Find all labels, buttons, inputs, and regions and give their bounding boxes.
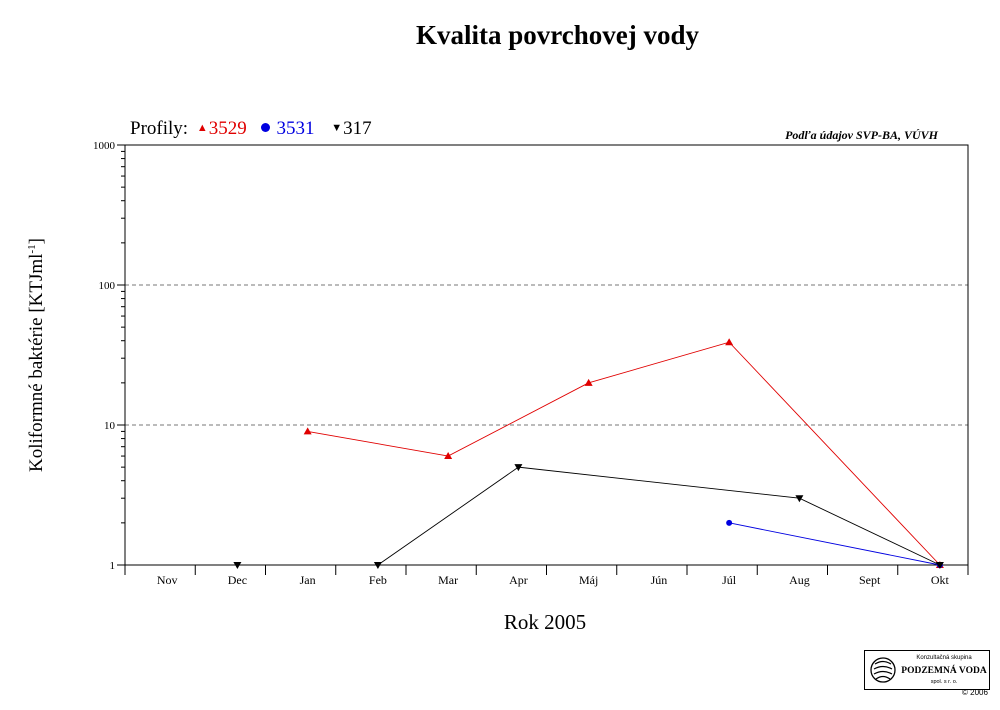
plot-frame — [125, 145, 968, 565]
y-axis-label-bracket: ] — [26, 238, 47, 244]
y-tick-label: 1000 — [93, 140, 116, 152]
series-line-3531 — [729, 523, 940, 565]
x-tick-label: Jan — [300, 573, 316, 587]
y-tick-label: 10 — [104, 420, 116, 432]
x-axis-label: Rok 2005 — [0, 610, 1000, 635]
data-point-3529 — [304, 427, 312, 434]
y-tick-label: 1 — [110, 560, 116, 572]
x-tick-label: Okt — [931, 573, 950, 587]
copyright: © 2006 — [962, 688, 988, 697]
y-axis-label-text: Koliformné baktérie [KTJml — [26, 254, 47, 472]
y-axis-label: Koliformné baktérie [KTJml-1] — [26, 238, 48, 472]
x-tick-label: Mar — [438, 573, 458, 587]
company-logo: Konzultačná skupina PODZEMNÁ VODA spol. … — [864, 650, 990, 690]
x-tick-label: Feb — [369, 573, 387, 587]
x-tick-label: Aug — [789, 573, 810, 587]
y-axis-label-exponent: -1 — [26, 244, 38, 253]
logo-line-1: Konzultačná skupina — [901, 655, 987, 661]
x-tick-label: Jún — [651, 573, 668, 587]
logo-line-3: spol. s r. o. — [901, 679, 987, 685]
series-line-317 — [237, 467, 940, 565]
data-point-3529 — [725, 338, 733, 345]
x-tick-label: Máj — [579, 573, 598, 587]
data-point-317 — [795, 495, 803, 502]
logo-swirl-icon — [869, 655, 897, 685]
x-tick-label: Apr — [509, 573, 528, 587]
data-point-3531 — [726, 520, 732, 526]
logo-line-2: PODZEMNÁ VODA — [899, 666, 989, 676]
y-tick-label: 100 — [99, 280, 116, 292]
x-tick-label: Dec — [228, 573, 247, 587]
series-line-3529 — [308, 342, 940, 565]
x-tick-label: Sept — [859, 573, 881, 587]
x-tick-label: Júl — [722, 573, 737, 587]
x-tick-label: Nov — [157, 573, 178, 587]
